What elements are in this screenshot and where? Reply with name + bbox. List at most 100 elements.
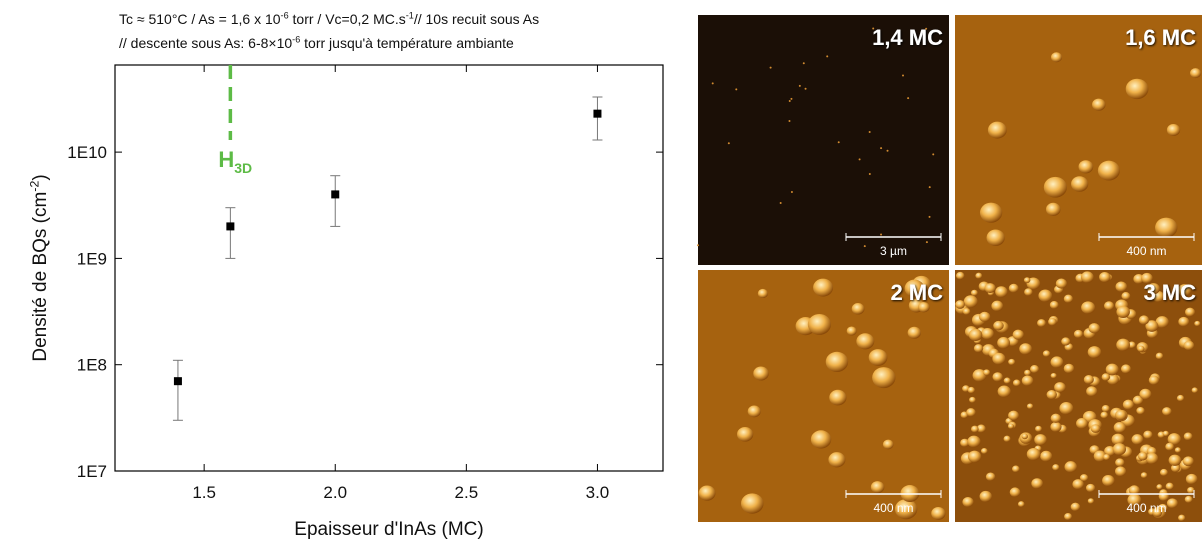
island xyxy=(980,447,988,455)
island xyxy=(1026,403,1034,410)
island xyxy=(1162,407,1172,416)
island xyxy=(963,295,978,308)
dot xyxy=(928,186,931,189)
dot xyxy=(932,153,935,156)
dot xyxy=(858,158,861,161)
island xyxy=(1156,484,1163,490)
island xyxy=(1167,433,1181,446)
island xyxy=(1101,373,1111,381)
island xyxy=(907,326,921,339)
island xyxy=(1034,434,1047,446)
island xyxy=(828,452,846,468)
island xyxy=(970,289,978,297)
island xyxy=(1170,463,1181,473)
island xyxy=(972,369,987,382)
afm-image xyxy=(955,270,1202,522)
text-part: // descente sous As: 6-8×10 xyxy=(119,35,292,51)
island xyxy=(1120,364,1132,374)
point xyxy=(331,190,340,199)
island xyxy=(960,438,970,447)
island xyxy=(1073,329,1083,339)
error-bar xyxy=(172,359,183,421)
island xyxy=(740,493,764,514)
island xyxy=(1176,394,1185,402)
island xyxy=(1076,418,1088,429)
island xyxy=(1003,377,1011,384)
island xyxy=(904,279,925,298)
island xyxy=(1111,433,1125,446)
island xyxy=(1113,422,1126,433)
island xyxy=(1178,514,1186,522)
island xyxy=(1112,443,1127,456)
island xyxy=(1080,271,1094,283)
island xyxy=(1049,300,1059,309)
island xyxy=(1165,442,1175,451)
island xyxy=(1023,277,1031,284)
text-part: Densité de BQs (cm xyxy=(30,192,51,362)
island xyxy=(1021,375,1034,386)
island xyxy=(1159,468,1168,477)
island xyxy=(1087,498,1095,504)
island xyxy=(1035,425,1042,432)
island xyxy=(1145,320,1159,332)
x-tick-label: 2.0 xyxy=(323,483,347,502)
island xyxy=(1009,487,1021,498)
island xyxy=(1116,338,1131,352)
island xyxy=(1087,346,1102,359)
dot xyxy=(769,66,772,69)
image-bg xyxy=(698,270,949,522)
island xyxy=(1088,323,1101,334)
island xyxy=(1021,433,1028,440)
island xyxy=(1059,402,1074,415)
x-tick-label: 3.0 xyxy=(586,483,610,502)
island xyxy=(1145,452,1159,465)
island xyxy=(1101,404,1110,413)
panel-label: 1,6 MC xyxy=(1125,25,1196,50)
island xyxy=(846,326,857,336)
island xyxy=(970,425,979,433)
scale-label: 400 nm xyxy=(873,501,913,515)
island xyxy=(1162,430,1169,437)
point xyxy=(593,109,602,118)
island xyxy=(997,337,1011,349)
island xyxy=(1019,343,1032,355)
text-part: torr / Vc=0,2 MC.s xyxy=(289,11,406,27)
dot xyxy=(804,87,807,90)
island xyxy=(1093,450,1107,462)
island xyxy=(960,411,969,419)
island xyxy=(829,389,847,406)
island xyxy=(918,302,930,313)
point xyxy=(226,222,235,231)
island xyxy=(1064,512,1073,521)
x-tick-label: 2.5 xyxy=(455,483,479,502)
dot xyxy=(925,241,928,244)
island xyxy=(1086,386,1098,397)
afm-image xyxy=(698,270,949,522)
island xyxy=(1072,479,1084,490)
dot xyxy=(872,27,875,30)
island xyxy=(1115,458,1125,467)
island xyxy=(979,311,991,322)
island xyxy=(979,202,1003,223)
superscript: -6 xyxy=(292,34,300,44)
island xyxy=(1030,365,1040,374)
island xyxy=(1038,289,1053,302)
island xyxy=(1139,388,1152,400)
scale-label: 400 nm xyxy=(1126,244,1166,258)
island xyxy=(1155,316,1169,329)
island xyxy=(1043,176,1067,198)
island xyxy=(1026,447,1041,461)
island xyxy=(979,490,992,503)
island xyxy=(1100,411,1109,419)
dot xyxy=(880,233,883,236)
dot xyxy=(788,119,791,122)
island xyxy=(1102,475,1115,487)
island xyxy=(983,369,991,376)
island xyxy=(1031,478,1044,489)
island xyxy=(1003,435,1011,443)
dot xyxy=(837,141,840,144)
dot xyxy=(798,84,801,87)
island xyxy=(872,367,896,389)
text-part: Tc ≈ 510°C / As = 1,6 x 10 xyxy=(119,11,281,27)
